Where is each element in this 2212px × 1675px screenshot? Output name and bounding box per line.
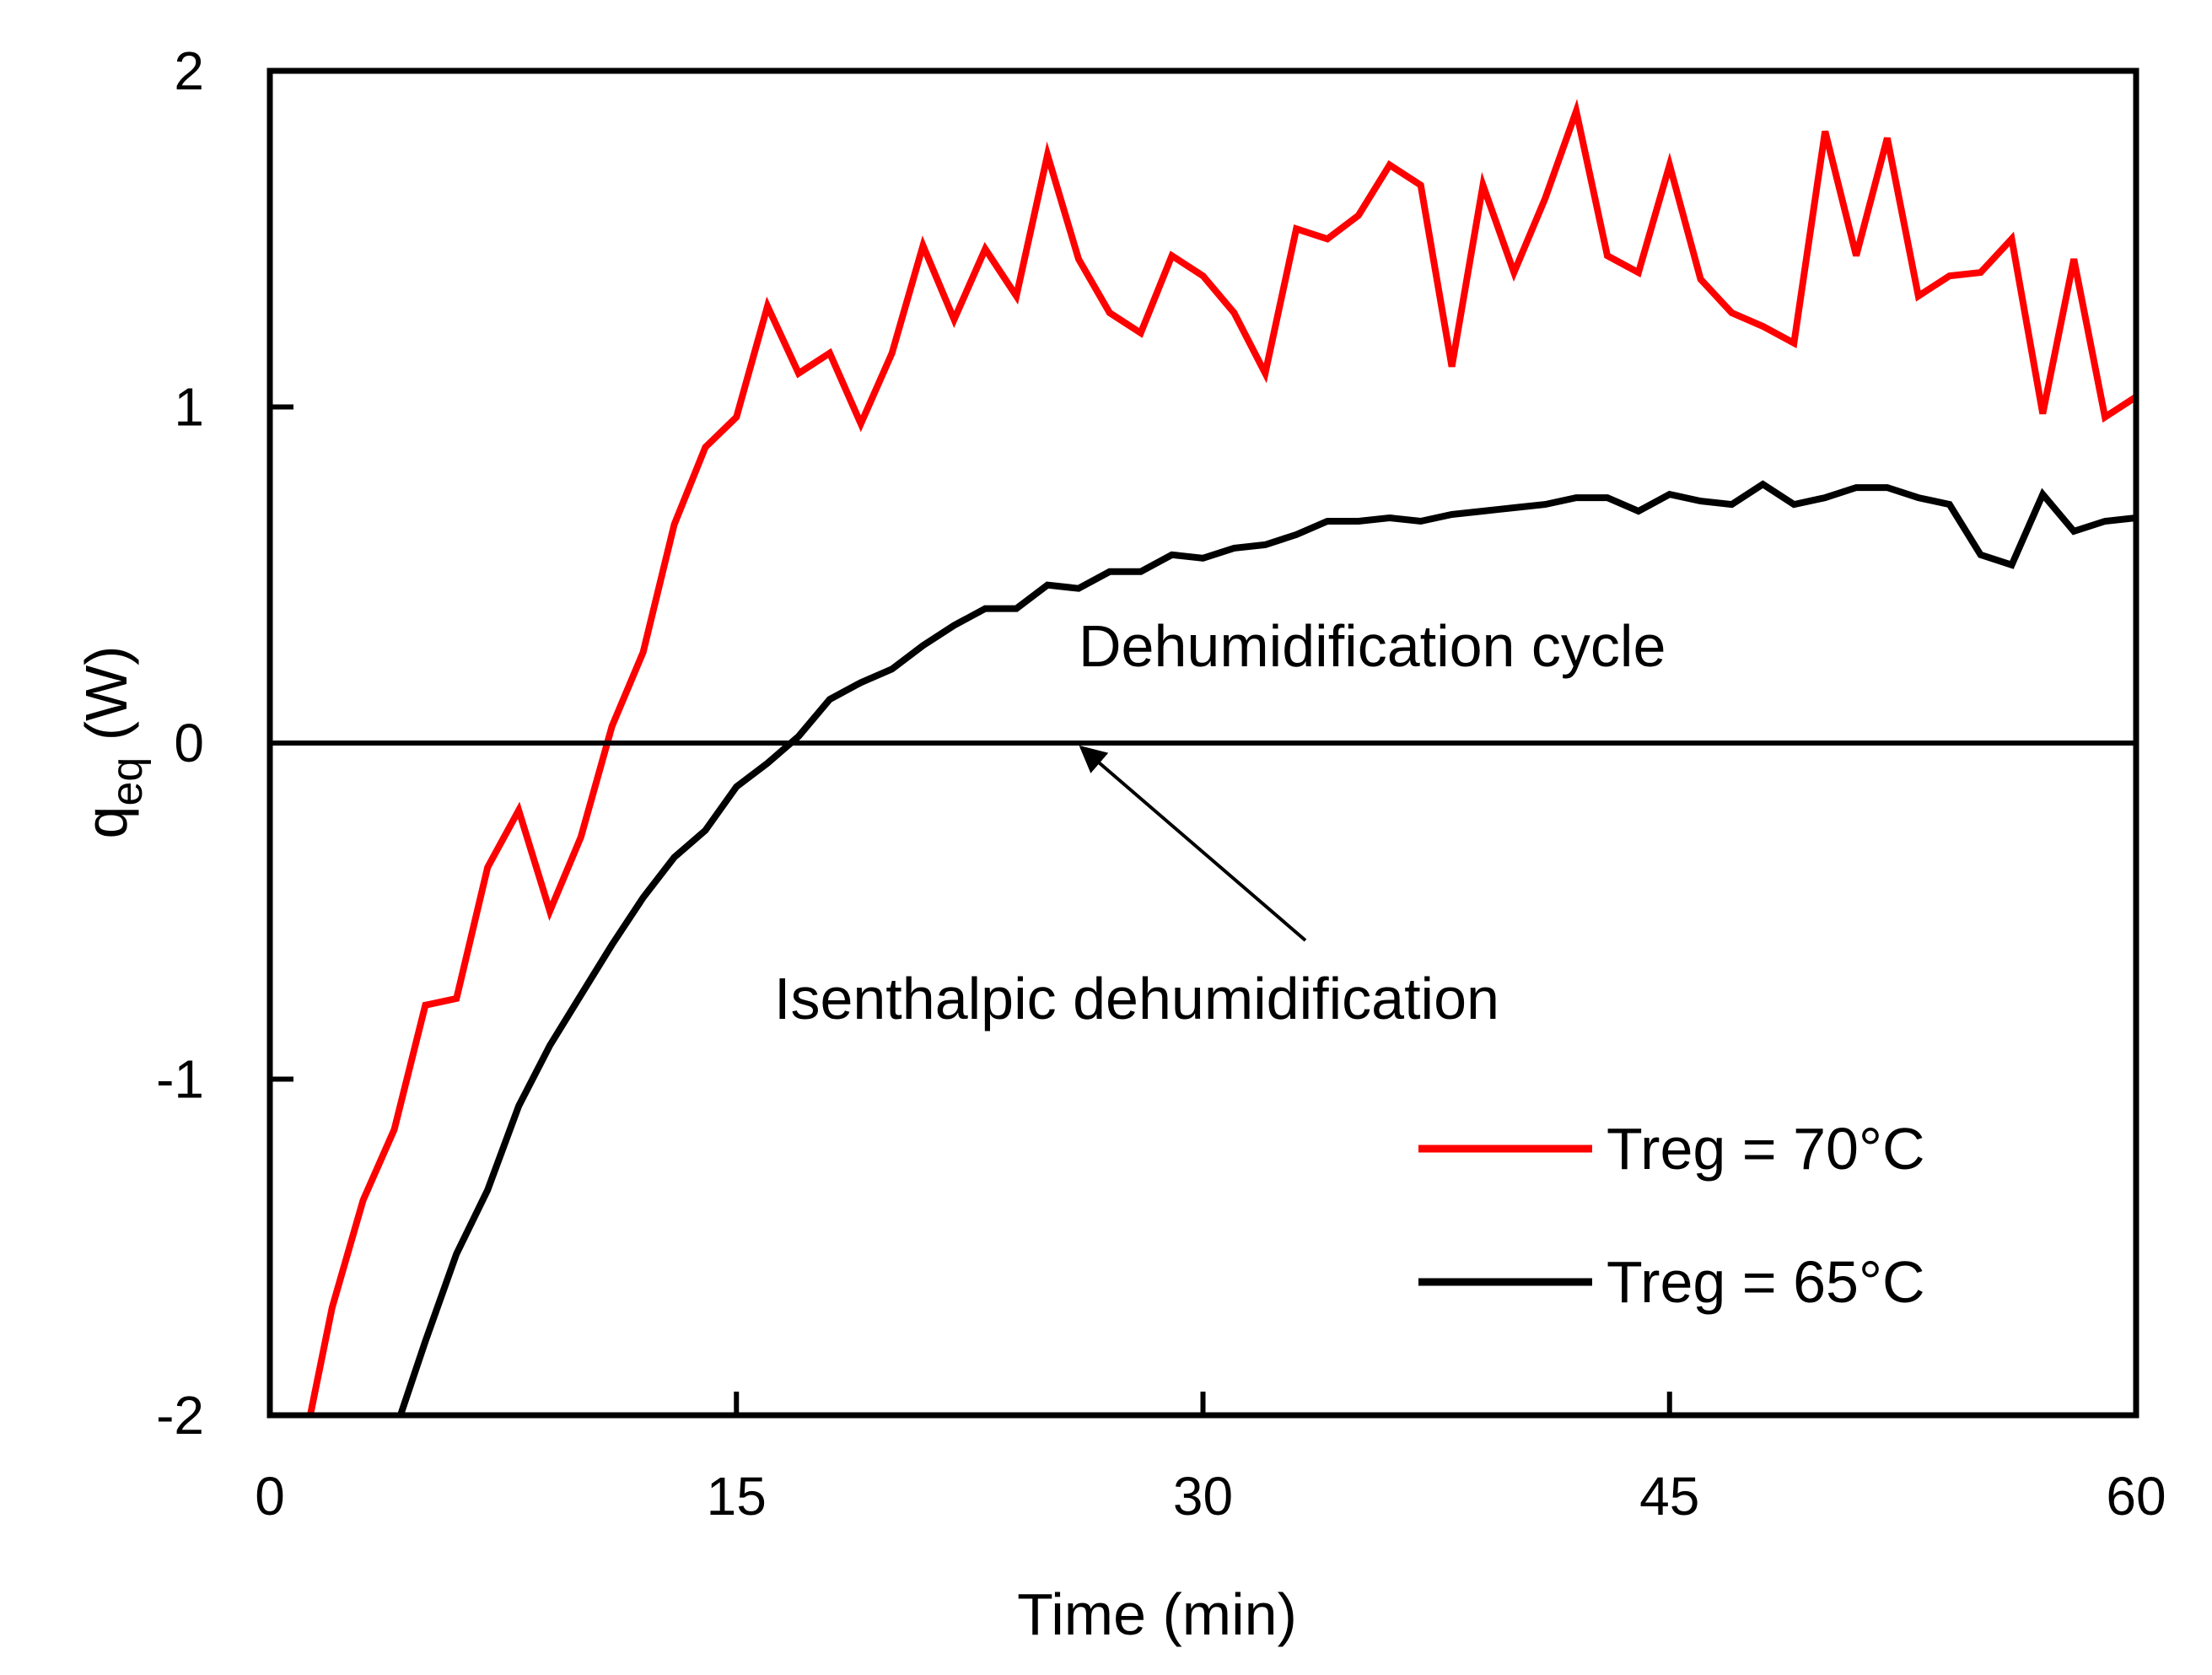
y-tick-label: 1 — [174, 377, 204, 438]
y-tick-label: -1 — [156, 1049, 204, 1110]
y-axis-title: qeq (W) — [73, 646, 152, 839]
y-tick-label: -2 — [156, 1385, 204, 1446]
x-tick-label: 60 — [2106, 1466, 2166, 1527]
annotation-isenthalpic-dehumidification: Isenthalpic dehumidification — [774, 966, 1499, 1031]
series-line-treg-70-c — [306, 99, 2139, 1416]
y-axis-title-unit: (W) — [73, 646, 139, 757]
x-axis-ticks: 0 15 30 45 60 — [255, 1392, 2166, 1527]
x-axis-title: Time (min) — [1017, 1581, 1297, 1647]
legend-label-70c: Treg = 70°C — [1607, 1116, 1925, 1182]
annotation-dehumidification-cycle: Dehumidification cycle — [1079, 613, 1666, 679]
plot-marks — [270, 99, 2139, 1417]
x-tick-label: 15 — [707, 1466, 767, 1527]
legend: Treg = 70°C Treg = 65°C — [1418, 1116, 1925, 1315]
annotation-arrow — [1079, 745, 1307, 942]
y-tick-label: 0 — [174, 713, 204, 773]
series-line-treg-65-c — [397, 480, 2137, 1417]
x-tick-label: 45 — [1639, 1466, 1699, 1527]
x-tick-label: 30 — [1173, 1466, 1233, 1527]
y-axis-ticks: -2 -1 0 1 2 — [156, 40, 293, 1446]
y-axis-title-sub: eq — [103, 757, 152, 806]
y-axis-title-main: q — [73, 806, 139, 839]
y-tick-label: 2 — [174, 40, 204, 101]
legend-label-65c: Treg = 65°C — [1607, 1249, 1925, 1315]
x-tick-label: 0 — [255, 1466, 285, 1527]
